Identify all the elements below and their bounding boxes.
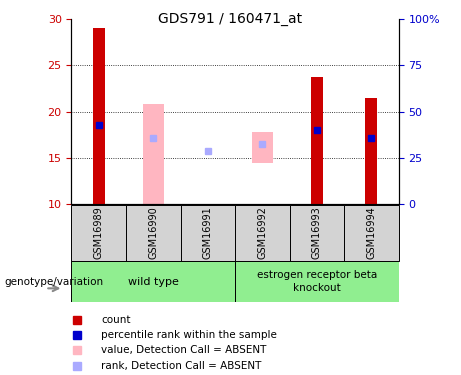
Bar — [366, 98, 378, 204]
Text: GSM16993: GSM16993 — [312, 207, 322, 259]
Text: value, Detection Call = ABSENT: value, Detection Call = ABSENT — [101, 345, 267, 355]
Bar — [235, 261, 399, 302]
Bar — [126, 205, 181, 261]
Text: GDS791 / 160471_at: GDS791 / 160471_at — [159, 12, 302, 26]
Bar — [71, 205, 126, 261]
Text: GSM16991: GSM16991 — [203, 207, 213, 259]
Bar — [235, 205, 290, 261]
Bar — [344, 205, 399, 261]
Text: percentile rank within the sample: percentile rank within the sample — [101, 330, 278, 340]
Bar — [181, 205, 235, 261]
Text: count: count — [101, 315, 131, 325]
Bar — [290, 205, 344, 261]
Text: estrogen receptor beta
knockout: estrogen receptor beta knockout — [257, 270, 377, 293]
Text: GSM16989: GSM16989 — [94, 207, 104, 259]
Bar — [143, 104, 164, 204]
Text: GSM16990: GSM16990 — [148, 207, 158, 259]
Text: wild type: wild type — [128, 277, 179, 286]
Text: genotype/variation: genotype/variation — [5, 277, 104, 286]
Text: GSM16994: GSM16994 — [366, 207, 377, 259]
Text: rank, Detection Call = ABSENT: rank, Detection Call = ABSENT — [101, 361, 262, 371]
Bar — [71, 261, 235, 302]
Bar — [311, 77, 323, 204]
Bar — [252, 132, 273, 163]
Text: GSM16992: GSM16992 — [257, 206, 267, 260]
Bar — [93, 28, 105, 204]
